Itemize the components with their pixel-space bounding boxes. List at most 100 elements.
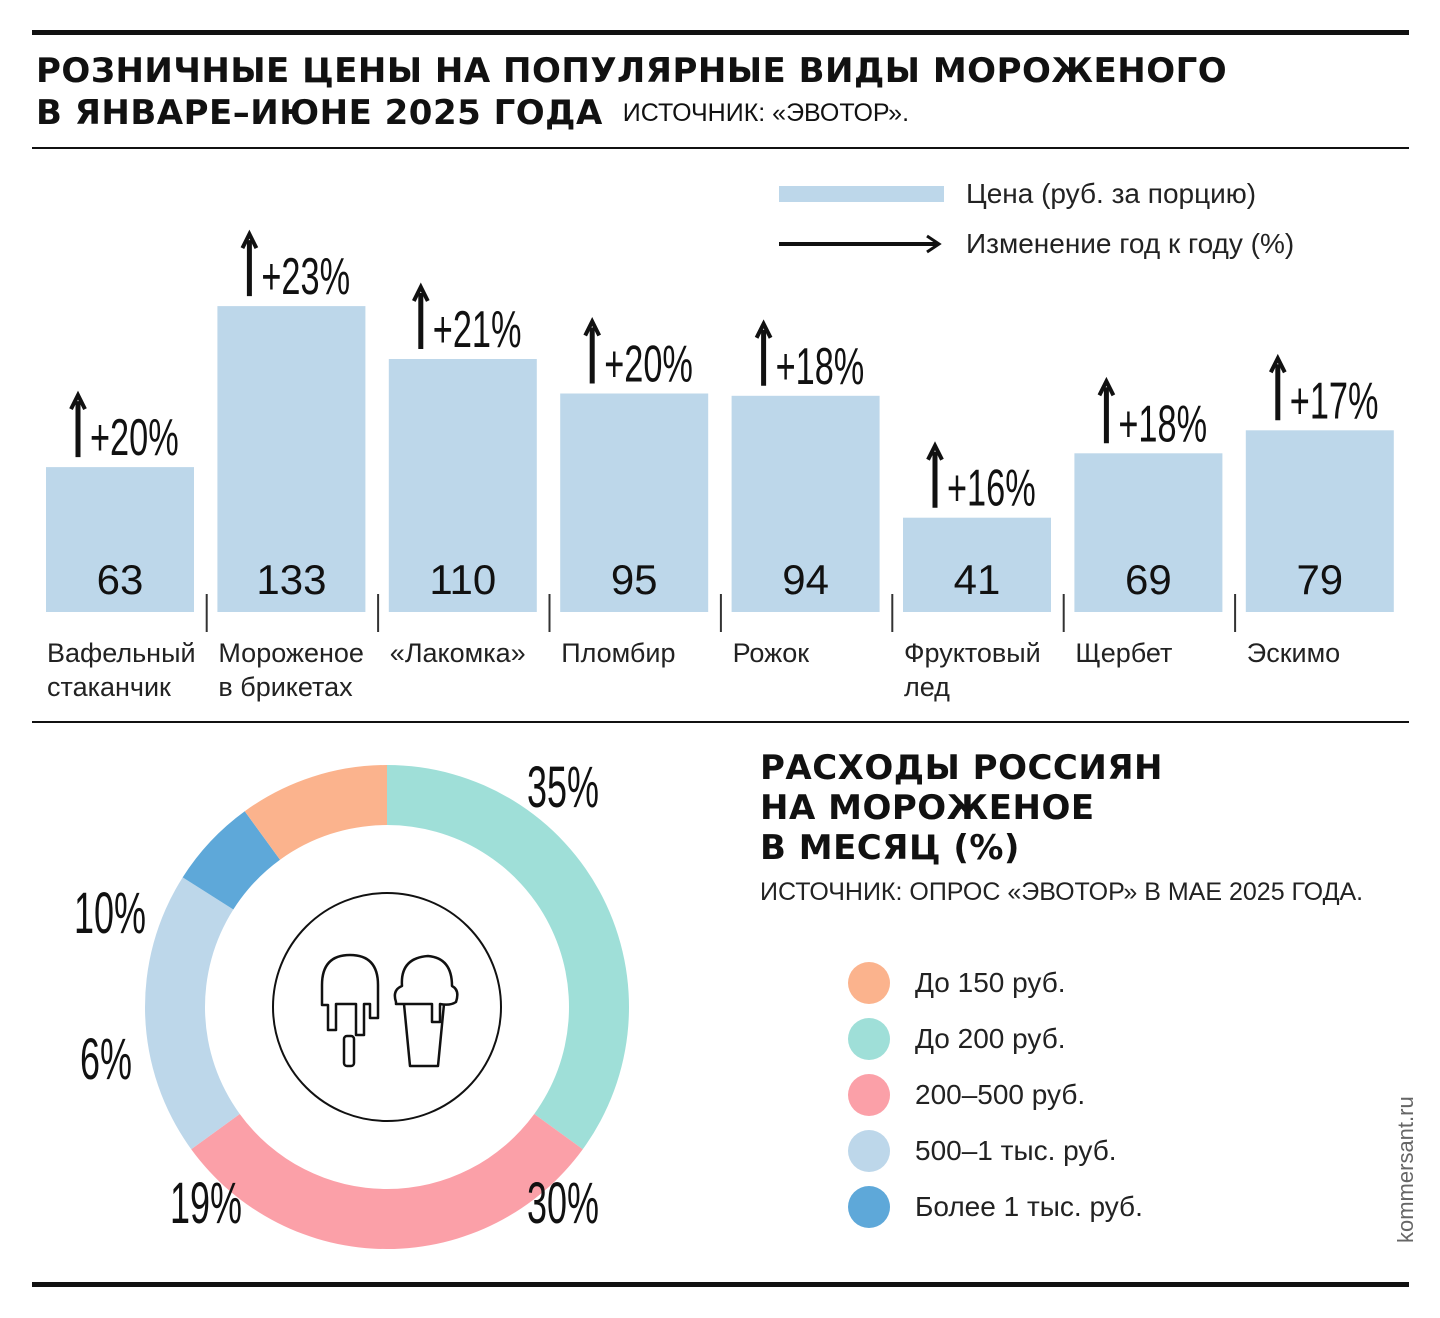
category-label: Вафельный стаканчик [47,636,196,704]
bar-value-label: 94 [782,556,829,603]
bar-value-label: 69 [1125,556,1172,603]
donut-slice-1 [244,765,387,860]
legend-dot [848,1018,890,1060]
change-label: +16% [947,460,1036,518]
donut-percent-label: 35% [527,755,599,820]
donut-slice-3 [191,1113,583,1249]
category-label: Пломбир [561,636,675,670]
category-label: Эскимо [1247,636,1340,670]
donut-slice-5 [182,811,281,910]
legend-label: 200–500 руб. [915,1079,1086,1110]
donut-source-note: ИСТОЧНИК: ОПРОС «ЭВОТОР» В МАЕ 2025 ГОДА… [760,878,1364,906]
bar-price-1 [46,467,194,612]
arrow-up-icon [754,319,773,386]
center-circle [272,892,502,1122]
bar-price-3 [388,359,537,612]
legend-dot [848,1074,890,1116]
bar-value-label: 41 [954,556,1001,603]
legend-price: Цена (руб. за порцию) [779,174,1256,214]
bar-price-6 [903,517,1051,612]
bar-price-7 [1074,453,1223,612]
donut-title-line-3: В МЕСЯЦ (%) [760,828,1020,868]
spending-donut-chart [145,765,629,1249]
bar-price-4 [560,393,709,612]
price-bar-chart: 63 +20% 133 +23% 110 +21% 95 +20% 94 +18% 41 +16% 69… [46,229,1394,632]
category-label-line: Мороженое [218,638,364,668]
bar-price-2 [217,306,366,612]
donut-legend-item: До 200 руб. [848,1017,1066,1061]
change-label: +18% [1118,395,1207,453]
donut-slice-4 [145,877,240,1150]
main-title: РОЗНИЧНЫЕ ЦЕНЫ НА ПОПУЛЯРНЫЕ ВИДЫ МОРОЖЕ… [36,50,1227,134]
category-label-line: Рожок [732,638,810,668]
donut-legend-item: До 150 руб. [848,961,1066,1005]
category-label-line: Щербет [1075,638,1173,668]
legend-label: Более 1 тыс. руб. [915,1191,1143,1222]
change-label: +20% [604,335,693,393]
bottom-rule [32,1282,1409,1287]
arrow-right-icon [779,234,942,254]
bar-value-label: 63 [97,556,144,603]
category-label-line: в брикетах [218,672,353,702]
arrow-up-icon [69,390,87,458]
category-label-line: «Лакомка» [389,638,526,668]
category-label-line: Пломбир [561,638,676,668]
donut-percent-label: 6% [80,1027,132,1092]
ice-cream-icon [320,953,459,1068]
donut-percent-label: 10% [74,881,146,946]
donut-percent-label: 30% [527,1171,599,1236]
change-label: +17% [1290,372,1379,430]
bar-price-5 [731,395,880,612]
category-label-line: Вафельный [47,638,196,668]
category-label: Фруктовый лед [904,636,1041,704]
title-line-2-text: В ЯНВАРЕ–ИЮНЕ 2025 ГОДА [36,93,603,133]
category-label: Рожок [733,636,809,670]
top-rule [32,30,1409,35]
arrow-up-icon [412,282,430,349]
donut-title-line-1: РАСХОДЫ РОССИЯН [760,748,1163,788]
title-line-1: РОЗНИЧНЫЕ ЦЕНЫ НА ПОПУЛЯРНЫЕ ВИДЫ МОРОЖЕ… [36,51,1228,91]
legend-price-label: Цена (руб. за порцию) [966,178,1257,209]
legend-label: До 200 руб. [915,1023,1066,1054]
legend-dot [848,1186,890,1228]
donut-title: РАСХОДЫ РОССИЯН НА МОРОЖЕНОЕ В МЕСЯЦ (%) [760,748,1163,868]
donut-legend-item: 200–500 руб. [848,1073,1085,1117]
title-line-2: В ЯНВАРЕ–ИЮНЕ 2025 ГОДА ИСТОЧНИК: «ЭВОТОР… [36,92,1227,134]
legend-dot [848,962,890,1004]
header-rule [32,147,1409,149]
category-label: «Лакомка» [390,636,526,670]
bar-value-label: 79 [1296,556,1343,603]
arrow-up-icon [926,441,944,508]
change-label: +20% [90,409,179,467]
bar-value-label: 133 [256,556,326,603]
legend-dot [848,1130,890,1172]
donut-slice-2 [387,765,629,1150]
legend-change-label: Изменение год к году (%) [966,228,1295,259]
arrow-up-icon [240,229,259,297]
category-label-line: стаканчик [47,672,171,702]
legend-label: 500–1 тыс. руб. [915,1135,1117,1166]
bar-price-8 [1245,430,1394,612]
change-label: +21% [433,301,522,359]
category-label-line: Эскимо [1246,638,1341,668]
donut-legend-item: Более 1 тыс. руб. [848,1185,1143,1229]
category-label-line: Фруктовый [904,638,1041,668]
category-label: Мороженое в брикетах [218,636,364,704]
arrow-up-icon [1097,376,1116,444]
bar-value-label: 110 [429,556,496,603]
watermark: kommersant.ru [1393,1096,1418,1243]
arrow-up-icon [1269,353,1287,421]
donut-legend-item: 500–1 тыс. руб. [848,1129,1117,1173]
bar-value-label: 95 [611,556,658,603]
legend-label: До 150 руб. [915,967,1066,998]
category-label: Щербет [1075,636,1172,670]
category-label-line: лед [904,672,950,702]
arrow-up-icon [583,317,601,384]
legend-change: Изменение год к году (%) [779,224,1294,264]
change-label: +23% [261,248,350,306]
donut-percent-label: 19% [170,1171,242,1236]
source-note: ИСТОЧНИК: «ЭВОТОР». [622,99,910,127]
change-label: +18% [776,338,865,396]
legend-price-swatch [779,186,944,202]
donut-title-line-2: НА МОРОЖЕНОЕ [760,788,1095,828]
